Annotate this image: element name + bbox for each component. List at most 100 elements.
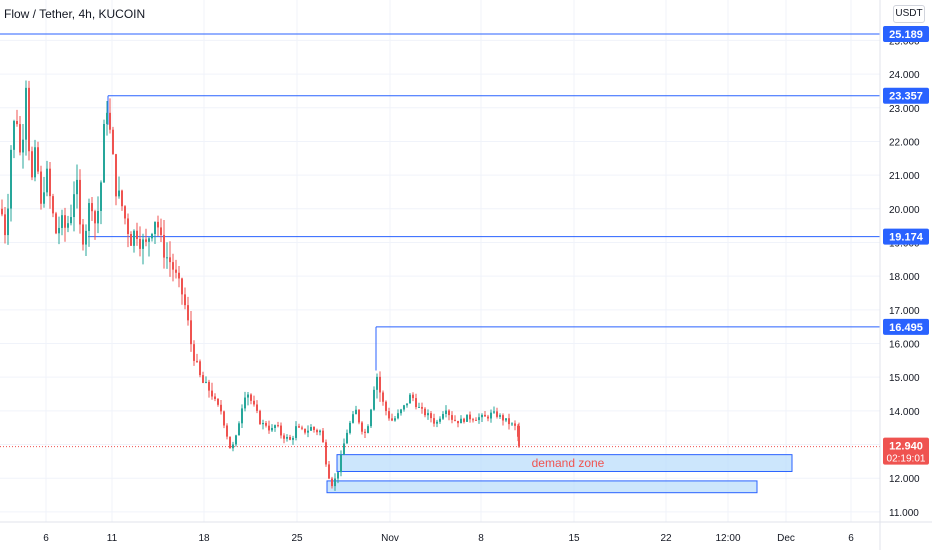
candle-body[interactable] <box>229 436 231 449</box>
candle-body[interactable] <box>406 403 408 406</box>
candle-body[interactable] <box>334 478 336 487</box>
candle-body[interactable] <box>160 227 162 235</box>
candle-body[interactable] <box>343 443 345 456</box>
candle-body[interactable] <box>115 154 117 197</box>
candle-body[interactable] <box>214 396 216 399</box>
candle-body[interactable] <box>370 409 372 427</box>
candle-body[interactable] <box>22 139 24 153</box>
candle-body[interactable] <box>103 124 105 183</box>
candle-body[interactable] <box>391 418 393 421</box>
candle-body[interactable] <box>223 411 225 426</box>
candle-body[interactable] <box>463 418 465 422</box>
candle-body[interactable] <box>58 227 60 234</box>
candle-body[interactable] <box>139 238 141 249</box>
candle-body[interactable] <box>400 409 402 414</box>
candles[interactable] <box>1 80 520 491</box>
candle-body[interactable] <box>52 196 54 214</box>
candle-body[interactable] <box>466 414 468 422</box>
candle-body[interactable] <box>148 238 150 242</box>
candle-body[interactable] <box>247 394 249 398</box>
candle-body[interactable] <box>304 428 306 433</box>
candle-body[interactable] <box>220 404 222 412</box>
candle-body[interactable] <box>505 418 507 421</box>
candle-body[interactable] <box>172 262 174 270</box>
candle-body[interactable] <box>274 425 276 428</box>
candle-body[interactable] <box>100 182 102 211</box>
candle-body[interactable] <box>76 179 78 195</box>
candle-body[interactable] <box>472 419 474 421</box>
candle-body[interactable] <box>256 404 258 411</box>
candle-body[interactable] <box>169 257 171 263</box>
candle-body[interactable] <box>382 392 384 402</box>
candle-body[interactable] <box>331 478 333 487</box>
candle-body[interactable] <box>106 112 108 125</box>
candle-body[interactable] <box>40 171 42 204</box>
candle-body[interactable] <box>232 444 234 449</box>
candle-body[interactable] <box>436 421 438 424</box>
candle-body[interactable] <box>322 430 324 443</box>
candle-body[interactable] <box>286 437 288 439</box>
candle-body[interactable] <box>469 414 471 420</box>
candle-body[interactable] <box>37 147 39 172</box>
candle-body[interactable] <box>187 305 189 321</box>
candle-body[interactable] <box>208 381 210 391</box>
candle-body[interactable] <box>226 425 228 437</box>
candle-body[interactable] <box>184 294 186 306</box>
candle-body[interactable] <box>31 151 33 178</box>
candle-body[interactable] <box>457 420 459 424</box>
candle-body[interactable] <box>388 411 390 419</box>
candle-body[interactable] <box>508 418 510 425</box>
candle-body[interactable] <box>502 415 504 421</box>
candle-body[interactable] <box>403 405 405 410</box>
candle-body[interactable] <box>358 409 360 423</box>
candle-body[interactable] <box>283 435 285 439</box>
candle-body[interactable] <box>346 432 348 444</box>
candle-body[interactable] <box>442 414 444 419</box>
currency-button[interactable]: USDT <box>893 5 925 23</box>
candle-body[interactable] <box>238 423 240 436</box>
candle-body[interactable] <box>316 429 318 433</box>
candle-body[interactable] <box>67 223 69 228</box>
candle-body[interactable] <box>46 168 48 193</box>
candle-body[interactable] <box>451 415 453 420</box>
candle-body[interactable] <box>79 179 81 225</box>
candle-body[interactable] <box>277 425 279 427</box>
candle-body[interactable] <box>4 214 6 236</box>
candle-body[interactable] <box>91 203 93 212</box>
candle-body[interactable] <box>166 257 168 259</box>
candle-body[interactable] <box>193 344 195 361</box>
candle-body[interactable] <box>163 234 165 258</box>
candle-body[interactable] <box>244 397 246 409</box>
candle-body[interactable] <box>418 406 420 408</box>
candle-body[interactable] <box>292 437 294 440</box>
candle-body[interactable] <box>28 87 30 152</box>
candle-body[interactable] <box>205 381 207 383</box>
candle-body[interactable] <box>196 360 198 362</box>
candle-body[interactable] <box>361 422 363 432</box>
candle-body[interactable] <box>235 435 237 445</box>
candle-body[interactable] <box>97 210 99 224</box>
candle-body[interactable] <box>493 411 495 413</box>
candle-body[interactable] <box>430 413 432 419</box>
candle-body[interactable] <box>373 389 375 410</box>
candle-body[interactable] <box>475 419 477 421</box>
candle-body[interactable] <box>460 418 462 424</box>
candle-body[interactable] <box>518 426 520 447</box>
candle-body[interactable] <box>409 394 411 404</box>
candle-body[interactable] <box>118 190 120 197</box>
candle-body[interactable] <box>70 217 72 224</box>
candle-body[interactable] <box>445 410 447 415</box>
candle-body[interactable] <box>133 230 135 246</box>
candle-body[interactable] <box>55 213 57 234</box>
candle-body[interactable] <box>433 418 435 424</box>
candle-body[interactable] <box>145 239 147 242</box>
candle-body[interactable] <box>88 203 90 231</box>
candle-body[interactable] <box>511 423 513 425</box>
candle-body[interactable] <box>34 147 36 178</box>
candle-body[interactable] <box>499 415 501 417</box>
candle-body[interactable] <box>490 412 492 419</box>
candle-body[interactable] <box>310 427 312 431</box>
candle-body[interactable] <box>157 221 159 228</box>
